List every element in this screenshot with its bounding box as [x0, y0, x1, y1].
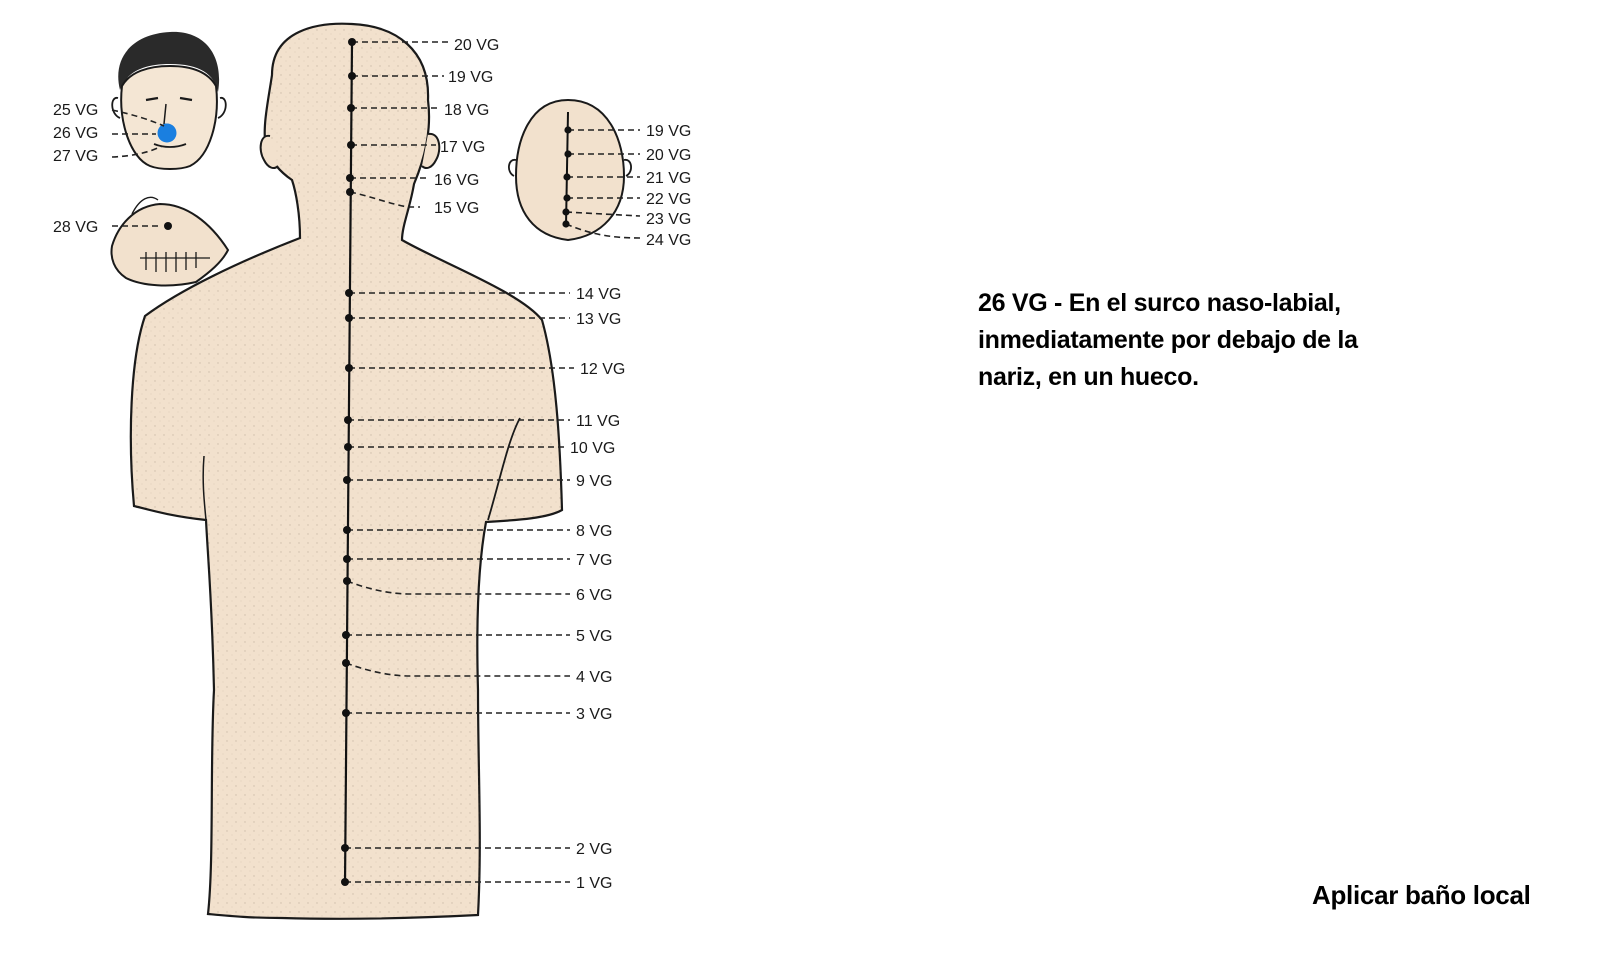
point-label-4: 4 VG: [576, 669, 612, 686]
point-dot: [348, 38, 356, 46]
upper-lip-outline: [110, 202, 230, 287]
description-line: 26 VG - En el surco naso-labial,: [978, 289, 1341, 317]
point-label-12: 12 VG: [580, 361, 625, 378]
point-label-8: 8 VG: [576, 523, 612, 540]
left-ear: [259, 134, 279, 169]
point-label-13: 13 VG: [576, 311, 621, 328]
body-point-leaders: [345, 41, 574, 883]
face-label-25: 25 VG: [53, 102, 98, 119]
point-label-20: 20 VG: [454, 37, 499, 54]
point-label-1: 1 VG: [576, 875, 612, 892]
point-dot: [342, 659, 350, 667]
description-line: nariz, en un hueco.: [978, 363, 1199, 391]
face-outline: [120, 64, 218, 170]
point-dot: [563, 173, 571, 181]
point-dot: [562, 220, 570, 228]
point-dot: [345, 289, 353, 297]
point-label-17: 17 VG: [440, 139, 485, 156]
face-label-26: 26 VG: [53, 125, 98, 142]
head-label-23: 23 VG: [646, 211, 691, 228]
gum-inset: 28 VG: [53, 196, 230, 287]
point-label-5: 5 VG: [576, 628, 612, 645]
point-dot: [347, 104, 355, 112]
point-label-11: 11 VG: [576, 413, 620, 430]
point-label-6: 6 VG: [576, 587, 612, 604]
body-point-dots: [341, 38, 356, 886]
point-label-18: 18 VG: [444, 102, 489, 119]
point-dot: [563, 194, 571, 202]
point-dot: [342, 631, 350, 639]
point-dot: [348, 72, 356, 80]
point-dot: [344, 443, 352, 451]
point-dot: [347, 141, 355, 149]
point-label-14: 14 VG: [576, 286, 621, 303]
spine-meridian: [343, 41, 354, 886]
point-label-16: 16 VG: [434, 172, 479, 189]
point-dot: [341, 878, 349, 886]
point-dot: [341, 844, 349, 852]
point-label-7: 7 VG: [576, 552, 612, 569]
head-top-inset: 19 VG 20 VG 21 VG 22 VG 23 VG 24 VG: [508, 98, 691, 249]
point-dot: [564, 126, 572, 134]
point-label-15: 15 VG: [434, 200, 479, 217]
point-dot: [564, 150, 572, 158]
hair: [118, 31, 220, 93]
right-ear: [421, 132, 441, 169]
face-inset: 25 VG 26 VG 27 VG: [53, 31, 227, 170]
treatment-instruction: Aplicar baño local: [1312, 880, 1531, 910]
point-dot: [346, 174, 354, 182]
point-label-2: 2 VG: [576, 841, 612, 858]
head-label-20: 20 VG: [646, 147, 691, 164]
point-dot: [343, 476, 351, 484]
highlight-26-vg-marker: [157, 123, 177, 143]
back-torso-figure: [129, 22, 564, 920]
gum-label-28: 28 VG: [53, 219, 98, 236]
point-dot: [346, 188, 354, 196]
arm-crease: [202, 455, 207, 521]
point-dot: [344, 416, 352, 424]
head-outline: [514, 98, 626, 242]
point-dot: [562, 208, 570, 216]
point-dot: [342, 709, 350, 717]
point-dot: [343, 577, 351, 585]
point-dot: [345, 314, 353, 322]
point-label-10: 10 VG: [570, 440, 615, 457]
point-dot: [343, 526, 351, 534]
body-point-labels: 20 VG 19 VG 18 VG 17 VG 16 VG 15 VG 14 V…: [434, 37, 625, 892]
head-label-21: 21 VG: [646, 170, 691, 187]
point-dot: [345, 364, 353, 372]
head-label-24: 24 VG: [646, 232, 691, 249]
face-label-27: 27 VG: [53, 148, 98, 165]
shading: [130, 23, 562, 919]
point-label-9: 9 VG: [576, 473, 612, 490]
point-dot: [343, 555, 351, 563]
point-label-19: 19 VG: [448, 69, 493, 86]
point-description: 26 VG - En el surco naso-labial, inmedia…: [978, 285, 1418, 396]
head-label-19: 19 VG: [646, 123, 691, 140]
head-label-22: 22 VG: [646, 191, 691, 208]
point-dot: [164, 222, 172, 230]
description-line: inmediatamente por debajo de la: [978, 326, 1358, 354]
point-label-3: 3 VG: [576, 706, 612, 723]
arm-crease: [487, 417, 521, 521]
